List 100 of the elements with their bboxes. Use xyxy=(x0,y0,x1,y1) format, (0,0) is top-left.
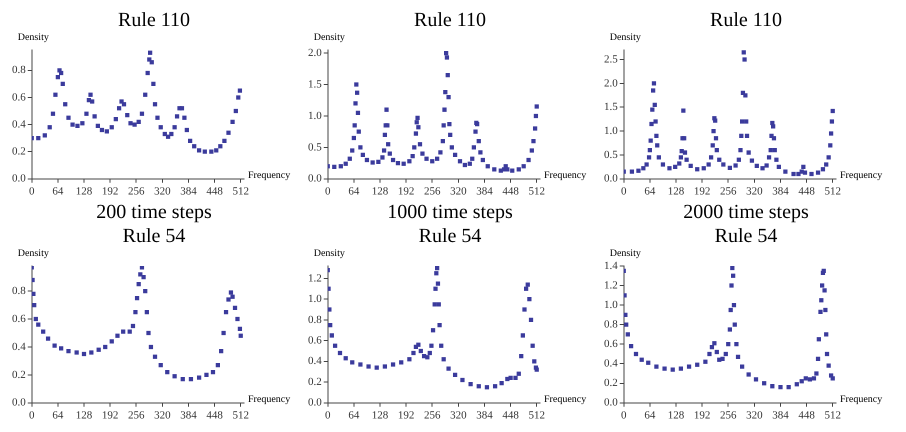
y-tick-label: 1.0 xyxy=(308,293,322,306)
y-tick-label: 0.5 xyxy=(604,148,618,161)
text: 200 time steps xyxy=(95,200,213,224)
x-tick-label: 448 xyxy=(502,409,520,422)
x-tick-label: 384 xyxy=(180,185,198,198)
y-tick-label: 0.8 xyxy=(12,285,26,298)
x-tick-label: 384 xyxy=(772,409,790,422)
x-tick-label: 320 xyxy=(746,185,764,198)
y-axis-title: Density xyxy=(610,248,641,259)
y-axis-title: Density xyxy=(314,32,345,43)
x-tick-label: 64 xyxy=(52,185,64,198)
y-tick-label: 0.0 xyxy=(604,172,618,185)
x-tick-label: 0 xyxy=(29,409,35,422)
x-tick-label: 128 xyxy=(668,185,685,198)
y-tick-label: 0.8 xyxy=(604,318,618,331)
x-tick-label: 0 xyxy=(621,185,627,198)
x-tick-label: 320 xyxy=(450,409,468,422)
y-tick-label: 0.0 xyxy=(308,396,322,409)
x-tick-label: 320 xyxy=(450,185,468,198)
y-tick-label: 0.4 xyxy=(308,355,322,368)
x-tick-label: 256 xyxy=(128,409,145,422)
chart-title: Rule 110 xyxy=(116,8,192,32)
x-tick-label: 0 xyxy=(325,185,331,198)
y-tick-label: 0.0 xyxy=(308,172,322,185)
y-tick-label: 0.8 xyxy=(12,64,26,76)
x-tick-label: 256 xyxy=(424,409,441,422)
y-tick-label: 0.4 xyxy=(604,358,618,370)
text: 1000 time steps xyxy=(386,200,514,224)
x-tick-label: 512 xyxy=(232,409,249,422)
x-tick-label: 384 xyxy=(180,409,198,422)
x-tick-label: 192 xyxy=(694,185,710,198)
x-tick-label: 512 xyxy=(824,185,841,198)
y-axis-title: Density xyxy=(314,248,345,259)
x-tick-label: 512 xyxy=(232,185,249,198)
x-tick-label: 192 xyxy=(102,409,118,422)
y-tick-label: 0.2 xyxy=(604,377,618,390)
y-tick-label: 1.4 xyxy=(604,260,618,272)
y-tick-label: 0.6 xyxy=(308,334,322,347)
x-tick-label: 448 xyxy=(206,185,224,198)
x-tick-label: 64 xyxy=(644,185,656,198)
y-tick-label: 0.2 xyxy=(308,376,322,388)
y-tick-label: 0.6 xyxy=(12,312,26,325)
chart-title: Rule 54 xyxy=(418,224,482,248)
chart-title: Rule 110 xyxy=(708,8,784,32)
y-tick-label: 2.5 xyxy=(604,53,618,66)
chart-title: Rule 110 xyxy=(412,8,488,32)
x-tick-label: 384 xyxy=(772,185,790,198)
x-tick-label: 512 xyxy=(528,409,545,422)
y-axis-title: Density xyxy=(18,248,49,259)
x-tick-label: 256 xyxy=(720,409,737,422)
y-tick-label: 0.0 xyxy=(12,172,26,185)
y-tick-label: 0.6 xyxy=(604,338,618,350)
y-tick-label: 2.0 xyxy=(308,47,322,60)
x-tick-label: 128 xyxy=(76,409,93,422)
x-tick-label: 320 xyxy=(154,185,172,198)
y-tick-label: 0.2 xyxy=(12,368,26,381)
y-tick-label: 1.2 xyxy=(308,272,322,284)
y-tick-label: 1.2 xyxy=(604,279,618,292)
y-tick-label: 0.4 xyxy=(12,340,26,353)
y-axis-title: Density xyxy=(610,32,641,43)
y-tick-label: 1.5 xyxy=(308,78,322,90)
x-tick-label: 64 xyxy=(52,409,64,422)
y-tick-label: 2.0 xyxy=(604,77,618,90)
x-tick-label: 256 xyxy=(128,185,145,198)
y-tick-label: 1.0 xyxy=(308,110,322,122)
x-axis-title: Frequency xyxy=(840,170,882,181)
x-axis-title: Frequency xyxy=(544,170,586,181)
x-tick-label: 64 xyxy=(644,409,656,422)
x-tick-label: 448 xyxy=(798,185,816,198)
x-tick-label: 0 xyxy=(29,185,35,198)
x-tick-label: 128 xyxy=(372,185,389,198)
x-tick-label: 192 xyxy=(102,185,118,198)
x-tick-label: 256 xyxy=(720,185,737,198)
y-tick-label: 0.0 xyxy=(604,396,618,409)
y-tick-label: 1.5 xyxy=(604,101,618,114)
x-tick-label: 448 xyxy=(206,409,224,422)
x-tick-label: 384 xyxy=(476,185,494,198)
y-tick-label: 0.4 xyxy=(12,118,26,130)
y-tick-label: 0.6 xyxy=(12,91,26,104)
x-tick-label: 256 xyxy=(424,185,441,198)
y-axis-title: Density xyxy=(18,32,49,43)
y-tick-label: 0.0 xyxy=(12,396,26,409)
y-tick-label: 1.0 xyxy=(604,298,618,311)
text: 2000 time steps xyxy=(682,200,810,224)
x-tick-label: 320 xyxy=(154,409,172,422)
y-tick-label: 0.8 xyxy=(308,314,322,326)
x-tick-label: 0 xyxy=(325,409,331,422)
x-tick-label: 448 xyxy=(798,409,816,422)
x-tick-label: 64 xyxy=(348,185,360,198)
x-tick-label: 320 xyxy=(746,409,764,422)
x-tick-label: 384 xyxy=(476,409,494,422)
x-axis-title: Frequency xyxy=(544,394,586,405)
y-tick-label: 0.5 xyxy=(308,141,322,154)
x-tick-label: 192 xyxy=(694,409,710,422)
x-tick-label: 128 xyxy=(76,185,93,198)
y-tick-label: 1.0 xyxy=(604,124,618,137)
x-tick-label: 192 xyxy=(398,185,414,198)
x-tick-label: 0 xyxy=(621,409,627,422)
chart-title: Rule 54 xyxy=(714,224,778,248)
x-axis-title: Frequency xyxy=(840,394,882,405)
